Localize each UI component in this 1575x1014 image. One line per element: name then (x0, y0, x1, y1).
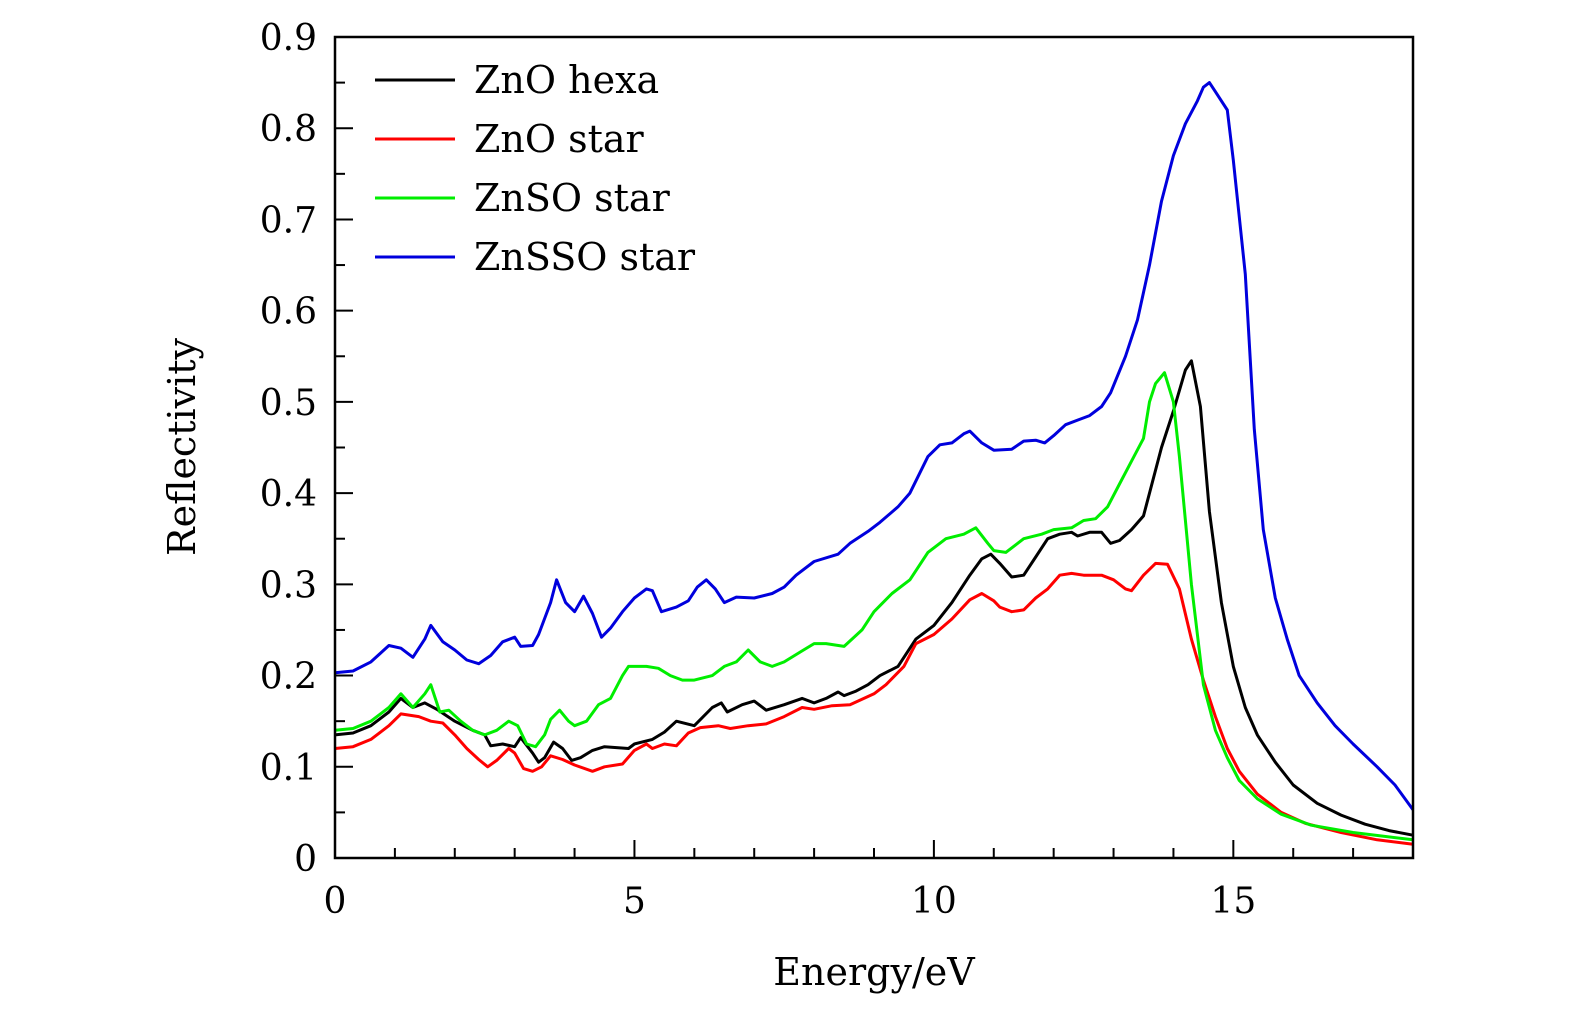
y-tick-label: 0.6 (260, 292, 317, 333)
series-line-zno-hexa (334, 359, 1414, 837)
series-lines (334, 81, 1415, 846)
series-line-zno-star (334, 561, 1414, 846)
y-tick-label: 0.8 (260, 109, 317, 150)
x-tick-label: 10 (911, 881, 957, 922)
axis-ticks: 0 5 10 15 0 0.1 0.2 0.3 0.4 0.5 0.6 0.7 0.8 0.9 (260, 18, 1414, 922)
series-line-znsso-star (334, 81, 1415, 811)
x-axis-label: Energy/eV (773, 950, 975, 994)
series-line-znso-star (334, 371, 1414, 842)
legend: ZnO hexa ZnO star ZnSO star ZnSSO star (375, 58, 696, 279)
y-tick-label: 0.1 (260, 748, 317, 789)
y-tick-label: 0.2 (260, 657, 317, 698)
y-tick-label: 0.3 (260, 565, 317, 606)
legend-label: ZnSSO star (474, 235, 696, 279)
legend-label: ZnO star (474, 117, 645, 161)
y-tick-label: 0.9 (260, 18, 317, 59)
y-tick-label: 0.5 (260, 383, 317, 424)
x-tick-label: 15 (1210, 881, 1256, 922)
y-tick-label: 0.4 (260, 474, 317, 515)
y-tick-label: 0 (294, 839, 317, 880)
legend-label: ZnSO star (474, 176, 671, 220)
y-axis-label: Reflectivity (160, 337, 204, 556)
plot-frame (333, 35, 1415, 860)
x-tick-label: 5 (623, 881, 646, 922)
legend-label: ZnO hexa (474, 58, 659, 102)
y-tick-label: 0.7 (260, 200, 317, 241)
x-tick-label: 0 (324, 881, 347, 922)
